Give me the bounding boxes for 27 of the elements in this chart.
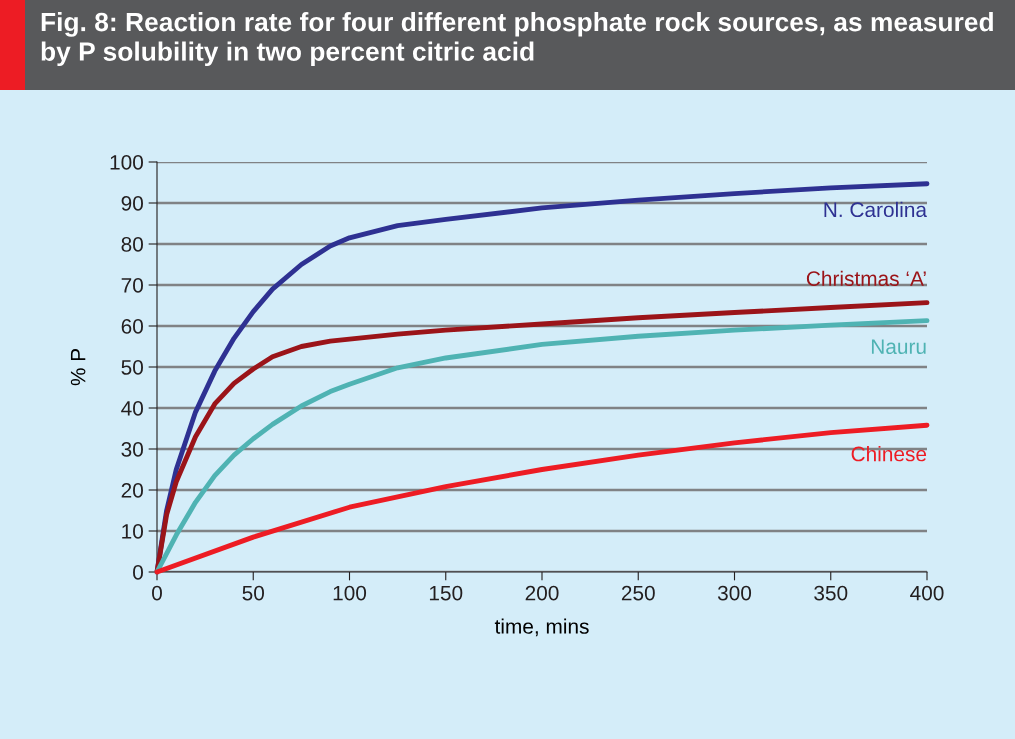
y-tick-label: 60 [121, 319, 143, 334]
y-tick-label: 90 [121, 196, 143, 211]
x-axis-title: time, mins [494, 618, 589, 637]
x-tick-label: 0 [152, 585, 162, 601]
series-label: Chinese [851, 446, 927, 462]
y-tick-label: 30 [121, 442, 143, 457]
y-tick-label: 100 [110, 155, 143, 170]
y-tick-label: 40 [121, 401, 143, 416]
chart-title: Fig. 8: Reaction rate for four different phosphate rock sources, as measured by P solubility in two percent citric acid [41, 12, 993, 67]
y-tick-label: 10 [122, 524, 143, 539]
y-tick-label: 80 [121, 237, 143, 252]
y-tick-label: 0 [133, 565, 143, 580]
x-tick-label: 300 [717, 585, 752, 601]
y-tick-label: 50 [121, 360, 143, 375]
x-tick-label: 200 [525, 585, 559, 601]
x-tick-label: 350 [814, 585, 848, 601]
y-tick-label: 20 [121, 483, 143, 498]
series-label: Nauru [871, 339, 926, 355]
x-tick-label: 250 [621, 585, 655, 601]
y-tick-label: 70 [121, 278, 143, 293]
series-label: Christmas ‘A’ [806, 270, 926, 286]
x-tick-label: 100 [333, 585, 367, 601]
x-tick-label: 400 [910, 585, 944, 601]
series-label: N. Carolina [824, 201, 927, 218]
x-tick-label: 50 [242, 585, 265, 601]
x-tick-label: 150 [429, 585, 463, 601]
y-axis-title: % P [70, 349, 86, 386]
